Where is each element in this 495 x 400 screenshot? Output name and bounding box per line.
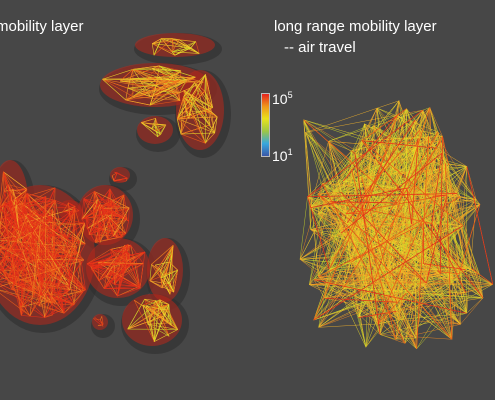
colorbar-max-base: 10 <box>272 91 288 107</box>
colorbar-max-label: 105 <box>272 87 293 107</box>
left-panel-title: mobility layer <box>0 18 84 35</box>
colorbar-max-exponent: 5 <box>287 90 293 100</box>
colorbar-min-label: 101 <box>272 144 293 164</box>
colorbar-min-exponent: 1 <box>287 147 293 157</box>
right-panel-title: long range mobility layer <box>274 18 437 35</box>
colorbar <box>261 93 270 157</box>
colorbar-min-base: 10 <box>272 148 288 164</box>
right-panel-subtitle: -- air travel <box>284 39 356 56</box>
